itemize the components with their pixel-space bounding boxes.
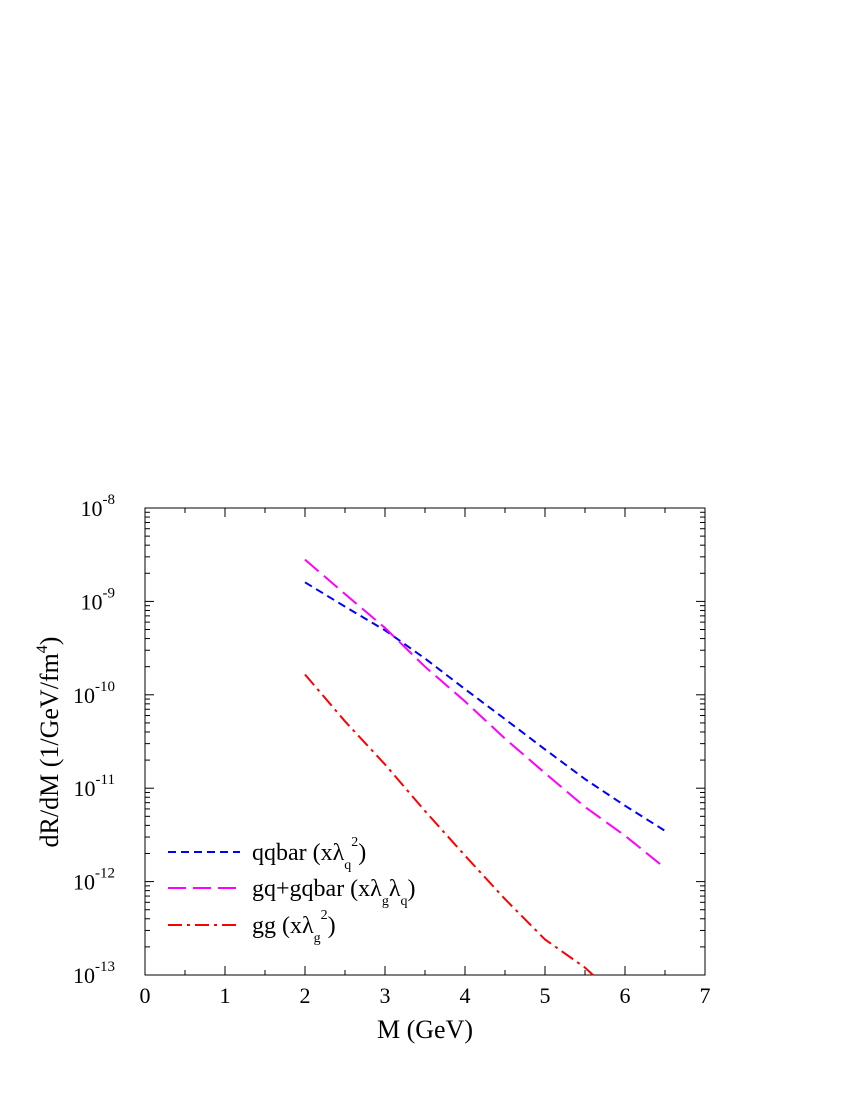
x-tick-label: 6 bbox=[620, 983, 631, 1008]
x-tick-label: 7 bbox=[700, 983, 711, 1008]
y-tick-label: 10-10 bbox=[73, 679, 115, 708]
x-tick-label: 5 bbox=[540, 983, 551, 1008]
legend-label-gq_gqbar: gq+gqbar (xλgλq) bbox=[252, 876, 415, 909]
x-tick-label: 2 bbox=[300, 983, 311, 1008]
x-tick-label: 0 bbox=[140, 983, 151, 1008]
series-line-gg bbox=[304, 673, 594, 976]
x-tick-label: 4 bbox=[460, 983, 471, 1008]
y-axis-label-exponent: 4 bbox=[34, 645, 51, 653]
legend-label-gg: gg (xλg2) bbox=[252, 908, 336, 946]
y-tick-label: 10-11 bbox=[74, 772, 115, 801]
y-axis-label: dR/dM (1/GeV/fm4) bbox=[34, 637, 64, 848]
y-tick-label: 10-12 bbox=[73, 866, 115, 895]
x-tick-label: 1 bbox=[220, 983, 231, 1008]
legend-label-qqbar: qqbar (xλq2) bbox=[252, 835, 366, 873]
y-axis-label-main: dR/dM (1/GeV/fm bbox=[35, 653, 64, 847]
plot-area bbox=[144, 507, 706, 976]
y-axis-label-close: ) bbox=[35, 637, 64, 646]
legend: qqbar (xλq2)gq+gqbar (xλgλq)gg (xλg2) bbox=[168, 835, 415, 946]
x-axis-label: M (GeV) bbox=[377, 1015, 473, 1044]
y-tick-label: 10-8 bbox=[81, 492, 116, 521]
x-tick-label: 3 bbox=[380, 983, 391, 1008]
y-axis: 10-13 10-12 10-11 10-10 10-9 10-8 bbox=[73, 492, 705, 988]
plot-frame bbox=[144, 507, 706, 976]
series-line-qqbar bbox=[304, 581, 666, 832]
y-tick-label: 10-13 bbox=[73, 959, 115, 988]
series-line-gq_gqbar bbox=[304, 558, 666, 869]
series-layer bbox=[304, 558, 666, 976]
x-axis: 0 1 2 3 4 5 6 7 bbox=[140, 508, 711, 1008]
y-tick-label: 10-9 bbox=[81, 585, 116, 614]
